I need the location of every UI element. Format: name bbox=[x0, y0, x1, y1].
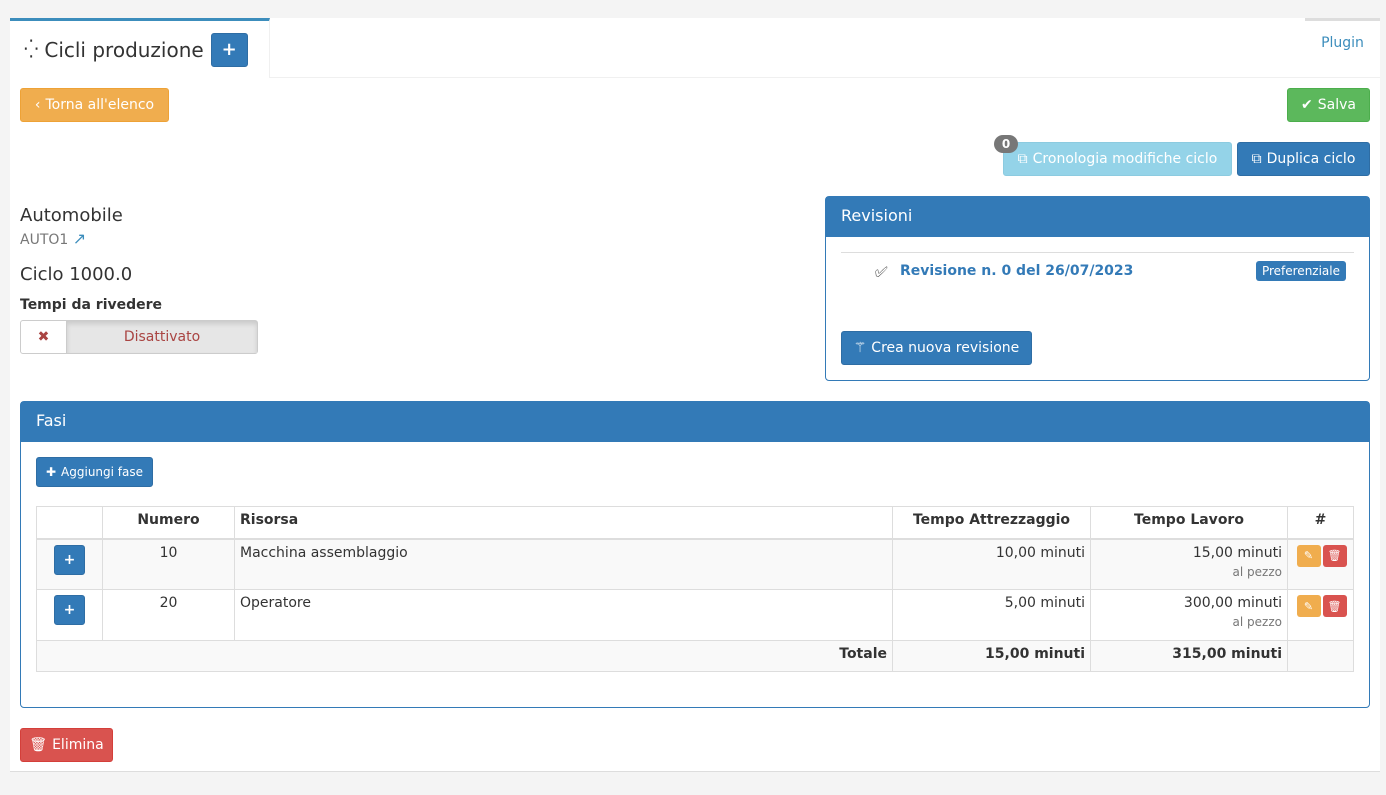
cycle-title: Ciclo 1000.0 bbox=[20, 264, 133, 285]
article-name: Automobile bbox=[20, 205, 123, 226]
tab-plugin[interactable]: Plugin bbox=[1305, 18, 1380, 77]
lavoro-value: 300,00 minuti bbox=[1183, 595, 1282, 611]
magic-wand-icon: ⚚ bbox=[853, 340, 867, 356]
tab-cicli-produzione[interactable]: ⁛ Cicli produzione + bbox=[10, 18, 270, 78]
delete-button[interactable]: 🗑︎ Elimina bbox=[20, 728, 113, 762]
edit-icon[interactable]: ✎ bbox=[1296, 595, 1321, 617]
add-phase-button[interactable]: ✚ Aggiungi fase bbox=[36, 457, 153, 487]
lavoro-note: al pezzo bbox=[1232, 564, 1282, 579]
article-code-link[interactable]: AUTO1 ↗ bbox=[20, 229, 86, 248]
total-attrezzaggio: 15,00 minuti bbox=[892, 640, 1091, 672]
expand-button[interactable]: + bbox=[54, 595, 85, 625]
plus-icon: ✚ bbox=[45, 465, 57, 479]
total-empty bbox=[1287, 640, 1354, 672]
copy-icon: ⧉ bbox=[1017, 151, 1028, 167]
copy-icon: ⧉ bbox=[1251, 151, 1262, 167]
save-label: Salva bbox=[1317, 97, 1356, 113]
cell-attrezzaggio: 5,00 minuti bbox=[892, 589, 1091, 641]
preferred-badge: Preferenziale bbox=[1255, 261, 1346, 281]
delete-label: Elimina bbox=[52, 737, 104, 753]
panel-title: Fasi bbox=[21, 402, 1369, 442]
table-header: Numero Risorsa Tempo Attrezzaggio Tempo … bbox=[36, 506, 1354, 540]
expand-cell: + bbox=[36, 589, 103, 641]
col-risorsa: Risorsa bbox=[234, 506, 893, 540]
trash-icon[interactable]: 🗑︎ bbox=[1322, 544, 1347, 567]
toggle-state: Disattivato bbox=[66, 321, 257, 353]
review-toggle[interactable]: ✖ Disattivato bbox=[20, 320, 258, 354]
history-button[interactable]: ⧉ Cronologia modifiche ciclo bbox=[1003, 142, 1232, 176]
chevron-left-icon: ‹ bbox=[34, 97, 41, 113]
add-cycle-button[interactable]: + bbox=[210, 32, 248, 67]
cell-numero: 10 bbox=[102, 538, 235, 590]
phases-panel: Fasi ✚ Aggiungi fase Numero Risorsa Tempo… bbox=[20, 401, 1370, 708]
revision-link[interactable]: Revisione n. 0 del 26/07/2023 bbox=[900, 263, 1134, 279]
history-label: Cronologia modifiche ciclo bbox=[1032, 151, 1218, 167]
total-label: Totale bbox=[36, 640, 893, 672]
revisions-panel: Revisioni ✅︎ Revisione n. 0 del 26/07/20… bbox=[825, 196, 1370, 381]
cell-risorsa: Operatore bbox=[234, 589, 893, 641]
check-circle-icon: ✅︎ bbox=[875, 263, 888, 281]
review-label: Tempi da rivedere bbox=[20, 297, 163, 313]
duplicate-button[interactable]: ⧉ Duplica ciclo bbox=[1237, 142, 1370, 176]
revision-item: ✅︎ Revisione n. 0 del 26/07/2023 Prefere… bbox=[841, 252, 1354, 292]
back-button[interactable]: ‹ Torna all'elenco bbox=[20, 88, 169, 122]
cell-attrezzaggio: 10,00 minuti bbox=[892, 538, 1091, 590]
table-row: + 20 Operatore 5,00 minuti 300,00 minuti… bbox=[36, 589, 1354, 641]
history-count-badge: 0 bbox=[994, 135, 1018, 153]
cell-risorsa: Macchina assemblaggio bbox=[234, 538, 893, 590]
duplicate-label: Duplica ciclo bbox=[1266, 151, 1356, 167]
edit-icon[interactable]: ✎ bbox=[1296, 544, 1321, 567]
expand-cell: + bbox=[36, 538, 103, 590]
phases-table: Numero Risorsa Tempo Attrezzaggio Tempo … bbox=[36, 506, 1354, 672]
col-attrezzaggio: Tempo Attrezzaggio bbox=[892, 506, 1091, 540]
add-phase-label: Aggiungi fase bbox=[61, 465, 144, 479]
spinner-icon: ⁛ bbox=[24, 39, 39, 60]
x-icon: ✖ bbox=[37, 329, 50, 345]
lavoro-value: 15,00 minuti bbox=[1192, 544, 1282, 561]
col-numero: Numero bbox=[102, 506, 235, 540]
expand-button[interactable]: + bbox=[54, 544, 85, 575]
col-lavoro: Tempo Lavoro bbox=[1090, 506, 1288, 540]
trash-icon[interactable]: 🗑︎ bbox=[1322, 595, 1347, 617]
panel-title: Revisioni bbox=[826, 197, 1369, 237]
cell-actions: ✎ 🗑︎ bbox=[1287, 538, 1354, 590]
total-row: Totale 15,00 minuti 315,00 minuti bbox=[36, 640, 1354, 672]
back-label: Torna all'elenco bbox=[45, 97, 155, 113]
external-link-icon: ↗ bbox=[72, 229, 87, 248]
check-icon: ✔ bbox=[1301, 97, 1313, 113]
new-revision-label: Crea nuova revisione bbox=[871, 340, 1020, 356]
cell-actions: ✎ 🗑︎ bbox=[1287, 589, 1354, 641]
lavoro-note: al pezzo bbox=[1232, 615, 1282, 629]
total-lavoro: 315,00 minuti bbox=[1090, 640, 1288, 672]
col-actions: # bbox=[1287, 506, 1354, 540]
cell-lavoro: 15,00 minuti al pezzo bbox=[1090, 538, 1288, 590]
save-button[interactable]: ✔ Salva bbox=[1287, 88, 1370, 122]
cell-lavoro: 300,00 minuti al pezzo bbox=[1090, 589, 1288, 641]
col-expand bbox=[36, 506, 103, 540]
trash-icon: 🗑︎ bbox=[29, 737, 48, 753]
tab-label: Cicli produzione bbox=[44, 37, 204, 62]
table-row: + 10 Macchina assemblaggio 10,00 minuti … bbox=[36, 538, 1354, 590]
article-code: AUTO1 bbox=[20, 232, 69, 248]
new-revision-button[interactable]: ⚚ Crea nuova revisione bbox=[841, 331, 1032, 365]
cell-numero: 20 bbox=[102, 589, 235, 641]
